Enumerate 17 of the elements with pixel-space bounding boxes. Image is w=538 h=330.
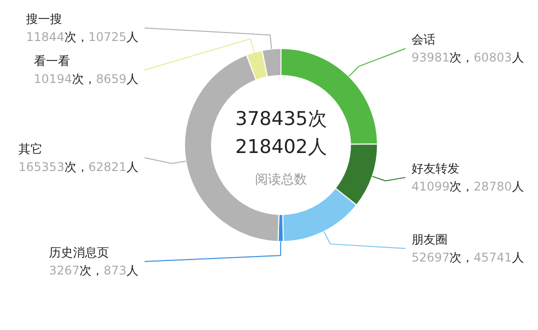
slice-label: 好友转发 [412,162,460,176]
slice-label: 会话 [412,32,436,47]
data-label: 165353次，62821人 [18,160,138,174]
data-label: 52697次，45741人 [412,250,524,265]
slice-label: 看一看 [34,54,70,68]
text: 378435次 [235,108,327,130]
slice-label: 朋友圈 [412,232,448,247]
slice-label: 其它 [18,142,43,156]
data-label: 41099次，28780人 [412,180,524,194]
slice-label: 历史消息页 [49,246,110,260]
slice-label: 搜一搜 [26,12,62,26]
data-label: 11844次，10725人 [26,30,138,44]
text: 阅读总数 [255,172,307,188]
data-label: 3267次，873人 [49,264,138,278]
data-label: 93981次，60803人 [412,50,524,65]
text: 218402人 [235,136,327,158]
data-label: 10194次，8659人 [34,72,138,86]
